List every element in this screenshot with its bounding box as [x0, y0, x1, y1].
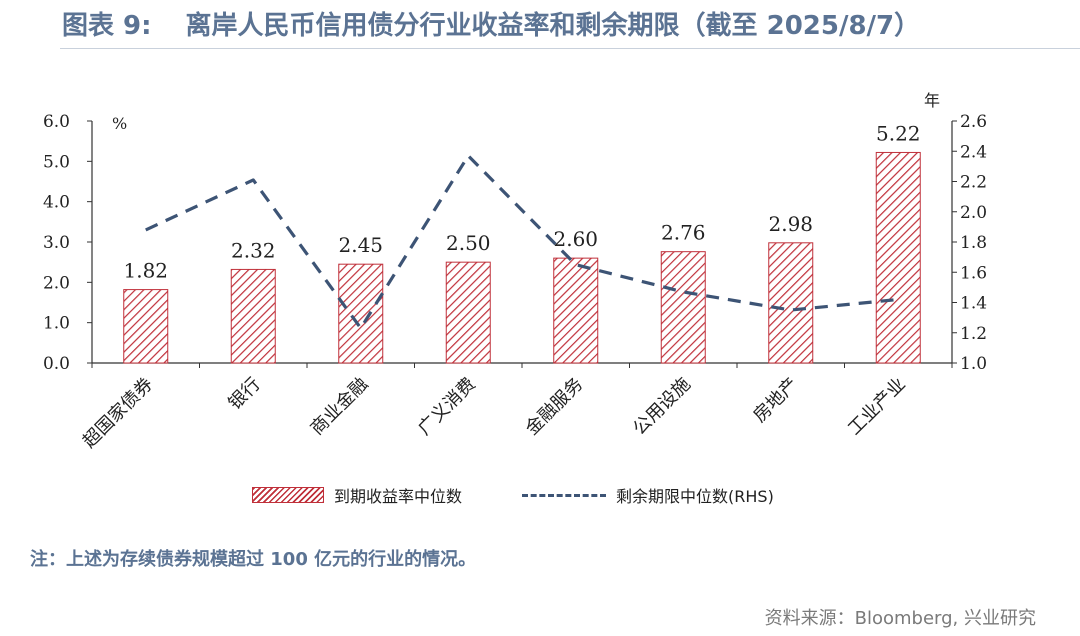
right-tick-label: 2.0	[960, 203, 987, 223]
left-tick-label: 4.0	[43, 193, 70, 213]
left-tick-label: 2.0	[43, 273, 70, 293]
yield-bar	[123, 289, 169, 364]
yield-bar	[230, 268, 276, 364]
yield-bar	[875, 151, 921, 364]
left-tick-label: 6.0	[43, 112, 70, 132]
x-category-label: 商业金融	[307, 374, 373, 440]
bar-value-label: 5.22	[876, 121, 921, 145]
legend-line-label: 剩余期限中位数(RHS)	[616, 487, 774, 506]
maturity-line	[145, 154, 899, 330]
bar-value-label: 2.32	[231, 238, 276, 262]
left-tick-label: 3.0	[43, 233, 70, 253]
yield-bar	[660, 251, 706, 364]
bar-value-label: 2.45	[338, 233, 383, 257]
x-category-label: 金融服务	[522, 374, 588, 440]
left-tick-label: 0.0	[43, 354, 70, 374]
right-tick-label: 2.6	[960, 112, 987, 132]
footnote: 注：上述为存续债券规模超过 100 亿元的行业的情况。	[30, 549, 477, 570]
left-axis-unit: %	[112, 114, 127, 133]
x-category-label: 超国家债券	[79, 374, 157, 452]
left-tick-label: 1.0	[43, 314, 70, 334]
chart-title: 图表 9: 离岸人民币信用债分行业收益率和剩余期限（截至 2025/8/7）	[62, 8, 920, 44]
x-category-label: 银行	[224, 374, 264, 414]
legend-bar-swatch	[252, 487, 324, 503]
x-category-label: 工业产业	[844, 374, 910, 440]
figure-title: 离岸人民币信用债分行业收益率和剩余期限（截至 2025/8/7）	[185, 11, 921, 41]
figure-label: 图表 9:	[62, 11, 152, 41]
bar-value-label: 1.82	[123, 259, 168, 283]
right-tick-label: 1.6	[960, 263, 987, 283]
x-category-label: 广义消费	[414, 374, 480, 440]
yield-bar	[553, 257, 599, 364]
legend-bar-label: 到期收益率中位数	[334, 487, 463, 506]
chart-legend: 到期收益率中位数 剩余期限中位数(RHS)	[252, 483, 774, 507]
right-tick-label: 1.8	[960, 233, 987, 253]
legend-line-swatch	[522, 493, 607, 497]
x-category-label: 房地产	[749, 374, 802, 427]
source-credit: 资料来源：Bloomberg, 兴业研究	[764, 608, 1036, 629]
right-tick-label: 1.0	[960, 354, 987, 374]
right-tick-label: 2.2	[960, 173, 987, 193]
bar-value-label: 2.98	[768, 212, 813, 236]
bar-value-label: 2.50	[446, 231, 491, 255]
right-tick-label: 1.4	[960, 294, 987, 314]
title-divider	[60, 48, 1080, 49]
bar-value-label: 2.60	[553, 227, 598, 251]
x-category-label: 公用设施	[629, 374, 695, 440]
right-axis-unit: 年	[924, 91, 940, 110]
yield-bar	[768, 242, 814, 364]
chart-area: 0.0 1.0 2.0 3.0 4.0 5.0 6.0 1.0 1.2 1.4 1.6 1.8 2.0 2…	[43, 91, 987, 452]
left-tick-label: 5.0	[43, 152, 70, 172]
bar-value-label: 2.76	[661, 221, 706, 245]
yield-bar	[338, 263, 384, 364]
right-tick-label: 1.2	[960, 324, 987, 344]
yield-bar	[445, 261, 491, 364]
right-tick-label: 2.4	[960, 142, 987, 162]
